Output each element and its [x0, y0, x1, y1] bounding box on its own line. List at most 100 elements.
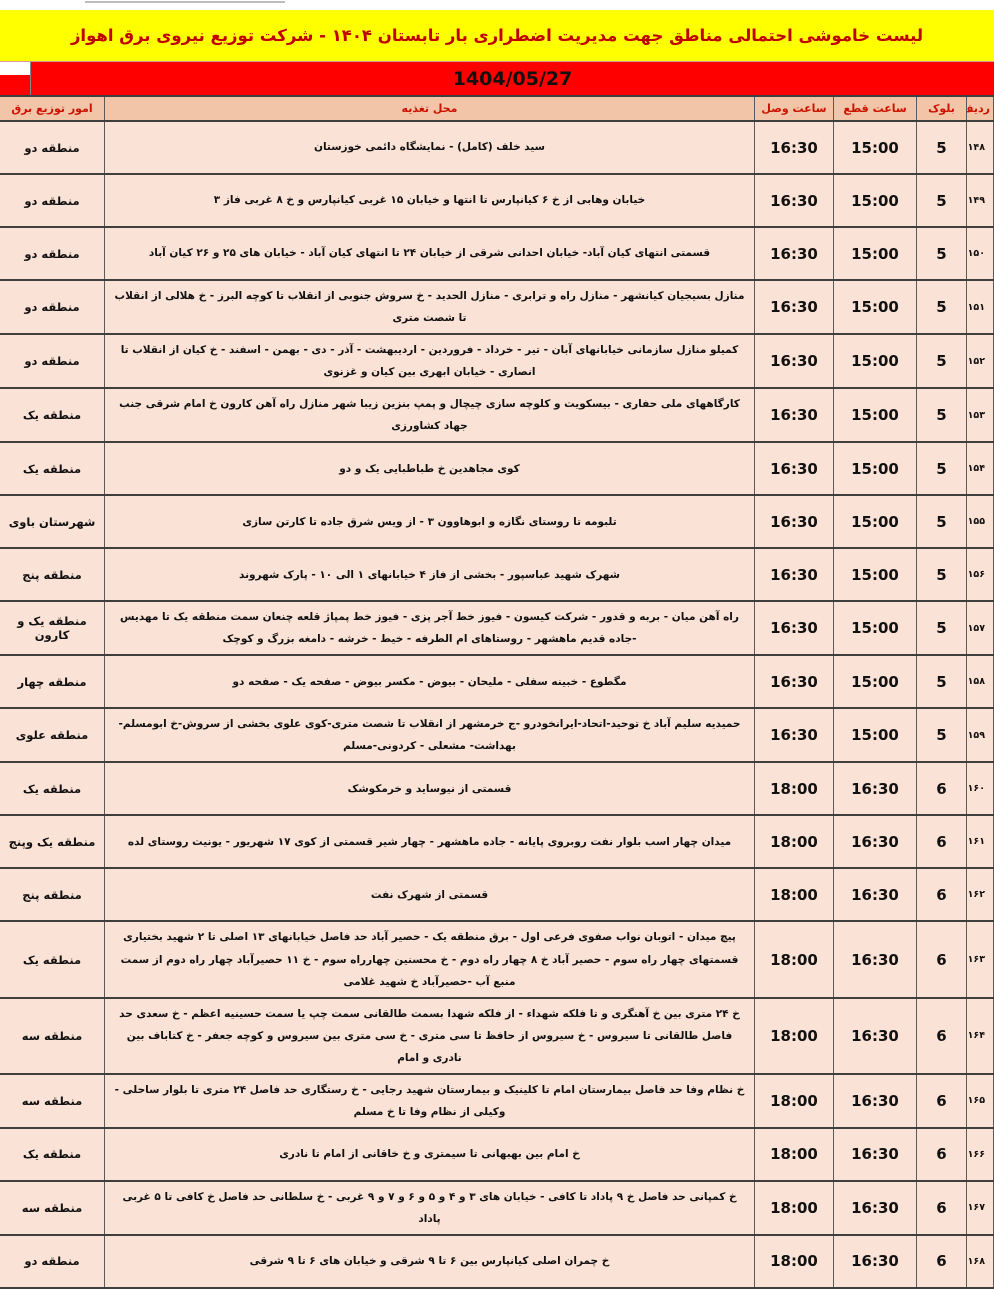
block-cell: 5	[916, 600, 967, 657]
district-cell: منطقه چهار	[0, 654, 105, 710]
table-row: ۱۵۹ 5 15:00 16:30 حمیدیه سلیم آباد خ توح…	[0, 707, 994, 764]
cut-time-cell: 16:30	[833, 867, 917, 923]
location-cell: کارگاههای ملی حفاری - بیسکویت و کلوچه سا…	[104, 387, 755, 444]
row-number-cell: ۱۵۵	[966, 494, 994, 550]
restore-time-cell: 18:00	[754, 1179, 834, 1236]
restore-time-cell: 16:30	[754, 494, 834, 550]
restore-time-cell: 16:30	[754, 707, 834, 764]
location-cell: منازل بسیجیان کیانشهر - منازل راه و تراب…	[104, 278, 755, 336]
location-cell: حمیدیه سلیم آباد خ توحید-اتحاد-ایرانخودر…	[104, 707, 755, 764]
table-row: ۱۶۰ 6 16:30 18:00 قسمتی از نیوساید و خرم…	[0, 761, 994, 817]
cut-time-cell: 16:30	[833, 1072, 917, 1129]
location-cell: قسمتی از نیوساید و خرمکوشک	[104, 761, 755, 817]
restore-time-cell: 18:00	[754, 1126, 834, 1182]
district-cell: منطقه یک وپنج	[0, 814, 105, 870]
col-header-cut-time: ساعت قطع	[833, 95, 917, 122]
cut-time-cell: 16:30	[833, 1179, 917, 1236]
date-value: 1404/05/27	[452, 67, 573, 90]
row-number-cell: ۱۵۷	[966, 600, 994, 657]
district-cell: منطقه سه	[0, 1179, 105, 1236]
row-number-cell: ۱۵۸	[966, 654, 994, 710]
location-cell: میدان چهار اسب بلوار نفت روبروی پایانه -…	[104, 814, 755, 870]
block-cell: 6	[916, 920, 967, 999]
restore-time-cell: 16:30	[754, 600, 834, 657]
row-number-cell: ۱۵۰	[966, 226, 994, 281]
location-cell: خ نظام وفا حد فاصل بیمارستان امام تا کلی…	[104, 1072, 755, 1129]
table-row: ۱۵۸ 5 15:00 16:30 مگطوع - خبینه سفلی - م…	[0, 654, 994, 710]
row-number-cell: ۱۶۳	[966, 920, 994, 999]
row-number-cell: ۱۵۹	[966, 707, 994, 764]
district-cell: منطقه دو	[0, 120, 105, 175]
table-row: ۱۶۴ 6 16:30 18:00 خ ۲۴ متری بین خ آهنگری…	[0, 996, 994, 1075]
cut-time-cell: 15:00	[833, 654, 917, 710]
block-cell: 5	[916, 654, 967, 710]
col-header-district: امور توزیع برق	[0, 95, 105, 122]
row-number-cell: ۱۶۶	[966, 1126, 994, 1182]
location-cell: مگطوع - خبینه سفلی - ملیحان - بیوض - مکس…	[104, 654, 755, 710]
row-number-cell: ۱۵۴	[966, 441, 994, 497]
block-cell: 6	[916, 996, 967, 1075]
location-cell: سید خلف (کامل) - نمایشگاه دائمی خوزستان	[104, 120, 755, 175]
district-cell: منطقه سه	[0, 1072, 105, 1129]
location-cell: کوی مجاهدین خ طباطبایی یک و دو	[104, 441, 755, 497]
date-cell: 1404/05/27	[31, 62, 994, 95]
district-cell: منطقه یک	[0, 387, 105, 444]
date-band-side-cell	[0, 62, 31, 95]
district-cell: منطقه یک	[0, 441, 105, 497]
location-cell: پیچ میدان - اتوبان نواب صفوی فرعی اول - …	[104, 920, 755, 999]
block-cell: 6	[916, 1126, 967, 1182]
block-cell: 6	[916, 1179, 967, 1236]
restore-time-cell: 16:30	[754, 278, 834, 336]
location-cell: خیابان وهابی از خ ۶ کیانپارس تا انتها و …	[104, 173, 755, 228]
cut-time-cell: 15:00	[833, 441, 917, 497]
restore-time-cell: 16:30	[754, 226, 834, 281]
table-row: ۱۴۹ 5 15:00 16:30 خیابان وهابی از خ ۶ کی…	[0, 173, 994, 228]
row-number-cell: ۱۵۳	[966, 387, 994, 444]
district-cell: شهرستان باوی	[0, 494, 105, 550]
location-cell: کمیلو منازل سازمانی خیابانهای آبان - تیر…	[104, 333, 755, 390]
row-number-cell: ۱۶۷	[966, 1179, 994, 1236]
side-cell-white	[0, 62, 30, 75]
district-cell: منطقه یک	[0, 920, 105, 999]
location-cell: قسمتی انتهای کیان آباد- خیابان احدانی شر…	[104, 226, 755, 281]
col-header-block: بلوک	[916, 95, 967, 122]
restore-time-cell: 16:30	[754, 387, 834, 444]
table-row: ۱۴۸ 5 15:00 16:30 سید خلف (کامل) - نمایش…	[0, 120, 994, 175]
restore-time-cell: 18:00	[754, 1072, 834, 1129]
location-cell: خ کمپانی حد فاصل خ ۹ پاداد تا کافی - خیا…	[104, 1179, 755, 1236]
restore-time-cell: 16:30	[754, 441, 834, 497]
district-cell: منطقه یک	[0, 761, 105, 817]
table-header-row: ردیف بلوک ساعت قطع ساعت وصل محل تغذیه ام…	[0, 95, 994, 122]
district-cell: منطقه دو	[0, 278, 105, 336]
col-header-restore-time: ساعت وصل	[754, 95, 834, 122]
cut-time-cell: 16:30	[833, 920, 917, 999]
row-number-cell: ۱۶۴	[966, 996, 994, 1075]
row-number-cell: ۱۴۸	[966, 120, 994, 175]
table-row: ۱۵۰ 5 15:00 16:30 قسمتی انتهای کیان آباد…	[0, 226, 994, 281]
table-row: ۱۶۱ 6 16:30 18:00 میدان چهار اسب بلوار ن…	[0, 814, 994, 870]
cut-time-cell: 15:00	[833, 494, 917, 550]
block-cell: 6	[916, 1072, 967, 1129]
row-number-cell: ۱۵۱	[966, 278, 994, 336]
restore-time-cell: 16:30	[754, 120, 834, 175]
district-cell: منطقه دو	[0, 173, 105, 228]
district-cell: منطقه دو	[0, 333, 105, 390]
table-row: ۱۵۷ 5 15:00 16:30 راه آهن میان - بربه و …	[0, 600, 994, 657]
table-row: ۱۵۵ 5 15:00 16:30 تلبومه تا روستای نگازه…	[0, 494, 994, 550]
location-cell: تلبومه تا روستای نگازه و ابوهاوون ۳ - از…	[104, 494, 755, 550]
cut-time-cell: 16:30	[833, 1126, 917, 1182]
block-cell: 5	[916, 226, 967, 281]
block-cell: 5	[916, 707, 967, 764]
cut-time-cell: 15:00	[833, 333, 917, 390]
title-band: لیست خاموشی احتمالی مناطق جهت مدیریت اضط…	[0, 10, 994, 62]
table-row: ۱۶۶ 6 16:30 18:00 خ امام بین بهبهانی تا …	[0, 1126, 994, 1182]
cut-time-cell: 15:00	[833, 600, 917, 657]
district-cell: منطقه علوی	[0, 707, 105, 764]
cut-time-cell: 15:00	[833, 120, 917, 175]
restore-time-cell: 16:30	[754, 173, 834, 228]
cut-time-cell: 16:30	[833, 814, 917, 870]
restore-time-cell: 16:30	[754, 547, 834, 603]
restore-time-cell: 18:00	[754, 996, 834, 1075]
location-cell: شهرک شهید عباسپور - بخشی از فاز ۴ خیابان…	[104, 547, 755, 603]
